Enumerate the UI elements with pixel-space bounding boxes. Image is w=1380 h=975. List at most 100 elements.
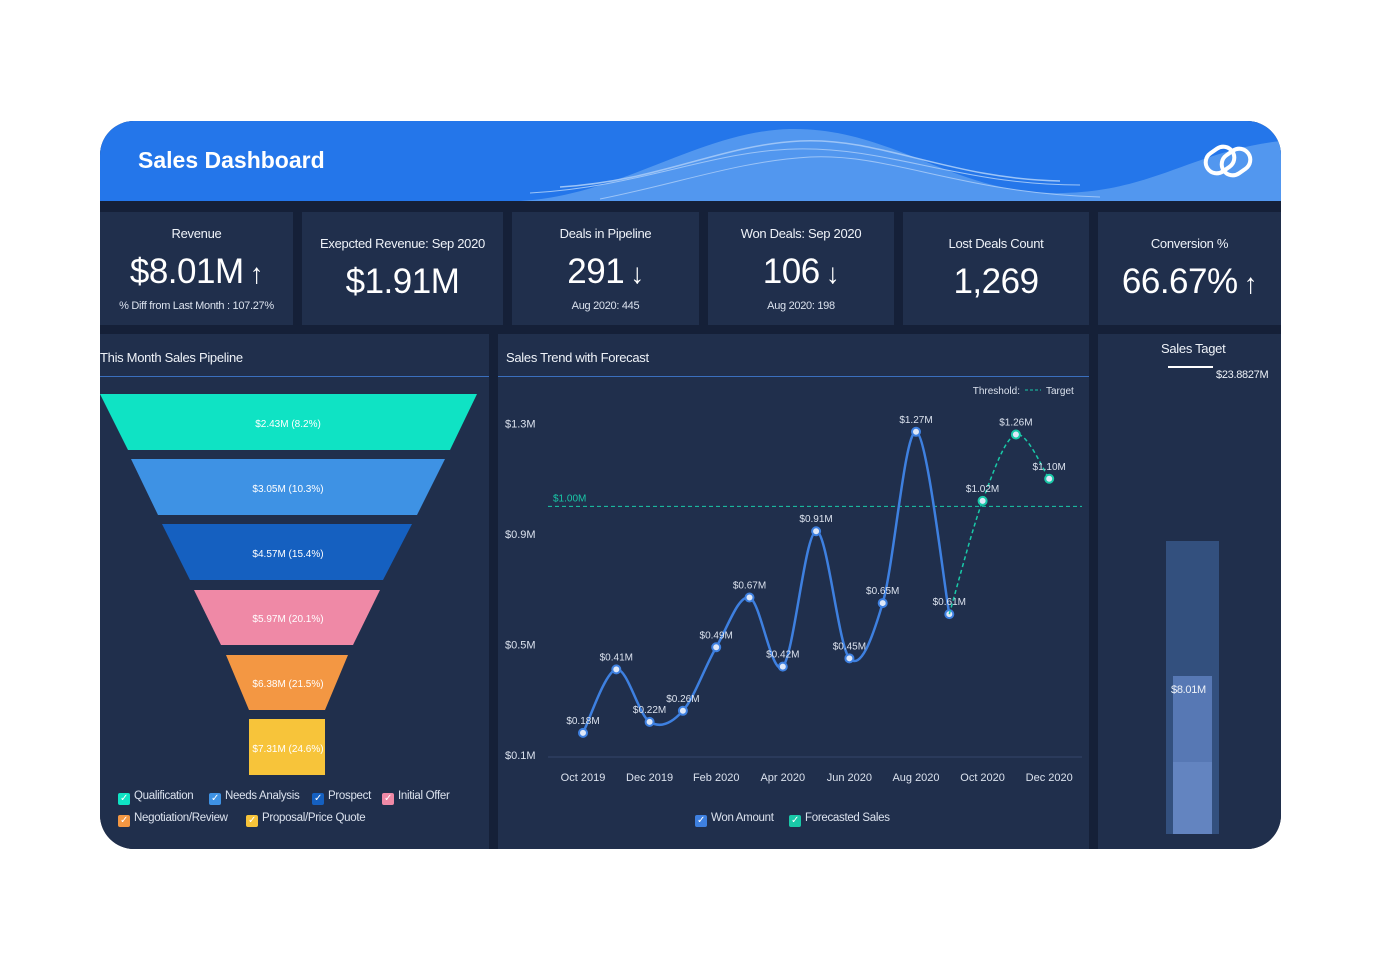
data-label: $1.10M	[1033, 462, 1066, 473]
y-tick-label: $0.9M	[505, 529, 536, 541]
kpi-lost-deals[interactable]: Lost Deals Count 1,269	[903, 212, 1089, 325]
kpi-deals-in-pipeline[interactable]: Deals in Pipeline 291 ↓ Aug 2020: 445	[512, 212, 699, 325]
kpi-value-text: 291	[567, 252, 625, 291]
arrow-up-icon: ↑	[249, 258, 264, 289]
y-tick-label: $0.1M	[505, 750, 536, 762]
data-point	[611, 664, 622, 675]
pipeline-panel: This Month Sales Pipeline $2.43M (8.2%) …	[100, 334, 489, 849]
legend-item-negotiation[interactable]: ✓ Negotiation/Review	[118, 812, 228, 827]
checkbox-icon: ✓	[118, 815, 130, 827]
legend-label: Needs Analysis	[225, 790, 300, 802]
funnel-stage-initial-offer[interactable]	[194, 590, 380, 645]
kpi-revenue[interactable]: Revenue $8.01M ↑ % Diff from Last Month :…	[100, 212, 293, 325]
x-tick-label: Feb 2020	[693, 772, 739, 784]
x-tick-label: Aug 2020	[892, 772, 939, 784]
sales-target-panel: Sales Taget $23.8827M $8.01M	[1098, 334, 1281, 849]
kpi-won-deals[interactable]: Won Deals: Sep 2020 106 ↓ Aug 2020: 198	[708, 212, 894, 325]
dashboard-frame: Sales Dashboard Revenue $8.01M ↑ % Diff f…	[100, 121, 1281, 849]
data-point	[644, 716, 655, 727]
funnel-label: $4.57M (15.4%)	[252, 549, 323, 560]
dashboard-header: Sales Dashboard	[100, 121, 1281, 201]
data-point	[1044, 473, 1055, 484]
threshold-label: $1.00M	[553, 493, 586, 504]
x-tick-label: Oct 2020	[960, 772, 1005, 784]
kpi-value: $1.91M	[345, 262, 460, 301]
data-label: $0.45M	[833, 641, 866, 652]
funnel-label: $2.43M (8.2%)	[255, 419, 321, 430]
pipeline-funnel: $2.43M (8.2%) $3.05M (10.3%) $4.57M (15.…	[100, 394, 477, 775]
legend-label: Proposal/Price Quote	[262, 812, 366, 824]
legend-label: Initial Offer	[398, 790, 450, 802]
legend-item-won-amount[interactable]: ✓ Won Amount	[695, 812, 774, 827]
checkbox-icon: ✓	[312, 793, 324, 805]
funnel-stage-negotiation[interactable]	[226, 655, 348, 710]
x-tick-label: Dec 2019	[626, 772, 673, 784]
legend-label: Negotiation/Review	[134, 812, 228, 824]
y-tick-label: $1.3M	[505, 419, 536, 431]
funnel-stage-proposal[interactable]	[249, 719, 325, 775]
data-label: $0.41M	[600, 652, 633, 663]
checkbox-icon: ✓	[118, 793, 130, 805]
legend-item-qualification[interactable]: ✓ Qualification	[118, 790, 194, 805]
funnel-label: $7.31M (24.6%)	[252, 744, 323, 755]
trend-panel: Sales Trend with Forecast Threshold: Tar…	[498, 334, 1089, 849]
data-point	[844, 653, 855, 664]
legend-label: Won Amount	[711, 812, 774, 824]
data-point	[777, 661, 788, 672]
data-label: $0.18M	[566, 716, 599, 727]
data-point	[711, 642, 722, 653]
forecast-line	[948, 433, 1050, 615]
panel-title: This Month Sales Pipeline	[100, 350, 243, 365]
target-legend-label: Target	[1046, 386, 1074, 397]
kpi-label: Lost Deals Count	[948, 236, 1044, 251]
data-point	[744, 592, 755, 603]
kpi-sub: Aug 2020: 198	[767, 300, 835, 312]
data-point	[1010, 429, 1021, 440]
legend-label: Forecasted Sales	[805, 812, 890, 824]
x-tick-label: Dec 2020	[1026, 772, 1073, 784]
legend-item-initial-offer[interactable]: ✓ Initial Offer	[382, 790, 450, 805]
checkbox-icon: ✓	[209, 793, 221, 805]
header-wave-decoration	[520, 128, 1281, 201]
legend-item-proposal[interactable]: ✓ Proposal/Price Quote	[246, 812, 366, 827]
kpi-value-text: $8.01M	[129, 252, 244, 291]
kpi-sub: Aug 2020: 445	[571, 300, 640, 312]
panel-divider	[100, 376, 489, 377]
funnel-stage-needs-analysis[interactable]	[131, 459, 445, 515]
x-tick-label: Jun 2020	[827, 772, 872, 784]
current-sales-value: $8.01M	[1171, 683, 1206, 696]
kpi-label: Exepcted Revenue: Sep 2020	[320, 236, 485, 251]
target-marker	[1168, 366, 1213, 368]
kpi-expected-revenue[interactable]: Exepcted Revenue: Sep 2020 $1.91M	[302, 212, 503, 325]
checkbox-icon: ✓	[246, 815, 258, 827]
data-point	[877, 598, 888, 609]
y-tick-label: $0.5M	[505, 640, 536, 652]
data-label: $0.65M	[866, 586, 899, 597]
kpi-sub: % Diff from Last Month : 107.27%	[119, 300, 274, 312]
funnel-stage-qualification[interactable]	[100, 394, 477, 450]
kpi-value-text: 106	[762, 252, 820, 291]
x-tick-label: Apr 2020	[760, 772, 805, 784]
kpi-label: Conversion %	[1150, 236, 1229, 251]
data-point	[811, 526, 822, 537]
kpi-value-text: 66.67%	[1121, 262, 1238, 301]
kpi-value: 291 ↓	[512, 252, 699, 292]
data-label: $0.61M	[933, 597, 966, 608]
kpi-conversion[interactable]: Conversion % 66.67% ↑	[1098, 212, 1281, 325]
current-sales-bar-lower	[1173, 762, 1212, 834]
legend-item-prospect[interactable]: ✓ Prospect	[312, 790, 371, 805]
data-label: $0.22M	[633, 705, 666, 716]
legend-item-forecasted-sales[interactable]: ✓ Forecasted Sales	[789, 812, 890, 827]
funnel-label: $3.05M (10.3%)	[252, 484, 323, 495]
kpi-value: 106 ↓	[708, 252, 894, 292]
data-label: $1.02M	[966, 484, 999, 495]
target-value: $23.8827M	[1216, 369, 1269, 381]
kpi-label: Deals in Pipeline	[559, 226, 652, 241]
funnel-stage-prospect[interactable]	[162, 524, 412, 580]
trend-chart: Threshold: Target $0.1M $0.5M $0.9M $1.3M Oc…	[505, 386, 1082, 784]
legend-label: Qualification	[134, 790, 194, 802]
legend-item-needs-analysis[interactable]: ✓ Needs Analysis	[209, 790, 300, 805]
funnel-label: $5.97M (20.1%)	[252, 614, 323, 625]
zoho-analytics-logo-icon[interactable]	[1201, 139, 1257, 183]
data-label: $0.67M	[733, 581, 766, 592]
